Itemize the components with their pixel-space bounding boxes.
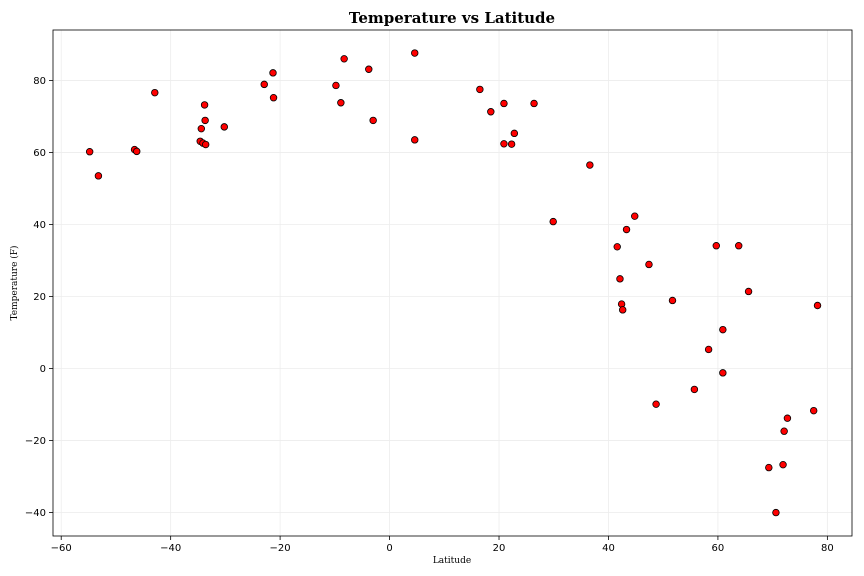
data-point — [704, 345, 713, 354]
data-point — [530, 99, 538, 108]
x-tick-label: −40 — [160, 543, 181, 554]
x-tick-label: 40 — [602, 543, 615, 554]
data-point — [549, 217, 557, 226]
y-tick-label: 20 — [33, 292, 46, 303]
x-tick-label: 80 — [821, 543, 834, 554]
data-point — [487, 108, 495, 116]
data-point — [668, 296, 677, 305]
data-point — [690, 385, 699, 394]
data-point — [85, 148, 94, 156]
grid-lines — [53, 30, 852, 536]
data-point — [719, 369, 727, 377]
data-point — [340, 55, 348, 63]
data-point — [631, 212, 639, 220]
y-tick-label: 40 — [33, 220, 46, 231]
data-point — [201, 140, 210, 149]
data-point — [622, 225, 631, 234]
y-tick-label: −20 — [25, 436, 46, 447]
data-point — [618, 306, 627, 314]
data-point — [613, 243, 621, 251]
data-point — [94, 172, 103, 180]
data-point — [719, 325, 727, 334]
data-points — [85, 49, 822, 517]
x-tick-label: −60 — [51, 543, 72, 554]
data-point — [133, 147, 141, 156]
data-point — [269, 69, 277, 77]
chart-title: Temperature vs Latitude — [349, 9, 555, 27]
data-point — [332, 81, 340, 90]
data-point — [744, 287, 753, 296]
data-point — [779, 460, 787, 469]
data-point — [510, 129, 519, 138]
data-point — [616, 275, 624, 283]
x-tick-label: 60 — [712, 543, 725, 554]
data-point — [201, 116, 209, 125]
data-point — [500, 99, 508, 108]
plot-frame — [52, 29, 853, 537]
data-point — [411, 49, 419, 57]
y-tick-label: 80 — [33, 76, 46, 87]
data-point — [809, 406, 818, 415]
data-point — [200, 101, 209, 109]
data-point — [337, 99, 345, 107]
data-point — [780, 427, 788, 435]
y-axis-label: Temperature (F) — [9, 245, 20, 320]
y-axis-ticks: −40 −20 0 20 40 60 80 — [25, 76, 53, 519]
data-point — [365, 65, 373, 73]
y-tick-label: 60 — [33, 148, 46, 159]
x-tick-label: 20 — [493, 543, 506, 554]
data-point — [220, 123, 228, 131]
data-point — [735, 242, 743, 250]
data-point — [500, 140, 508, 148]
data-point — [507, 140, 516, 148]
data-point — [772, 508, 780, 517]
x-axis-label: Latitude — [433, 556, 471, 566]
data-point — [586, 161, 594, 169]
data-point — [269, 94, 278, 102]
y-tick-label: 0 — [40, 364, 46, 375]
data-point — [652, 400, 660, 408]
data-point — [411, 136, 419, 144]
data-point — [476, 85, 484, 94]
data-point — [765, 463, 773, 472]
x-axis-ticks: −60 −40 −20 0 20 40 60 80 — [51, 536, 834, 554]
x-tick-label: 0 — [386, 543, 392, 554]
data-point — [151, 88, 159, 97]
x-tick-label: −20 — [270, 543, 291, 554]
data-point — [260, 80, 268, 89]
data-point — [645, 260, 653, 269]
data-point — [813, 301, 822, 310]
data-point — [369, 116, 377, 125]
y-tick-label: −40 — [25, 508, 46, 519]
data-point — [712, 242, 720, 250]
data-point — [197, 124, 206, 133]
data-point — [783, 414, 792, 422]
